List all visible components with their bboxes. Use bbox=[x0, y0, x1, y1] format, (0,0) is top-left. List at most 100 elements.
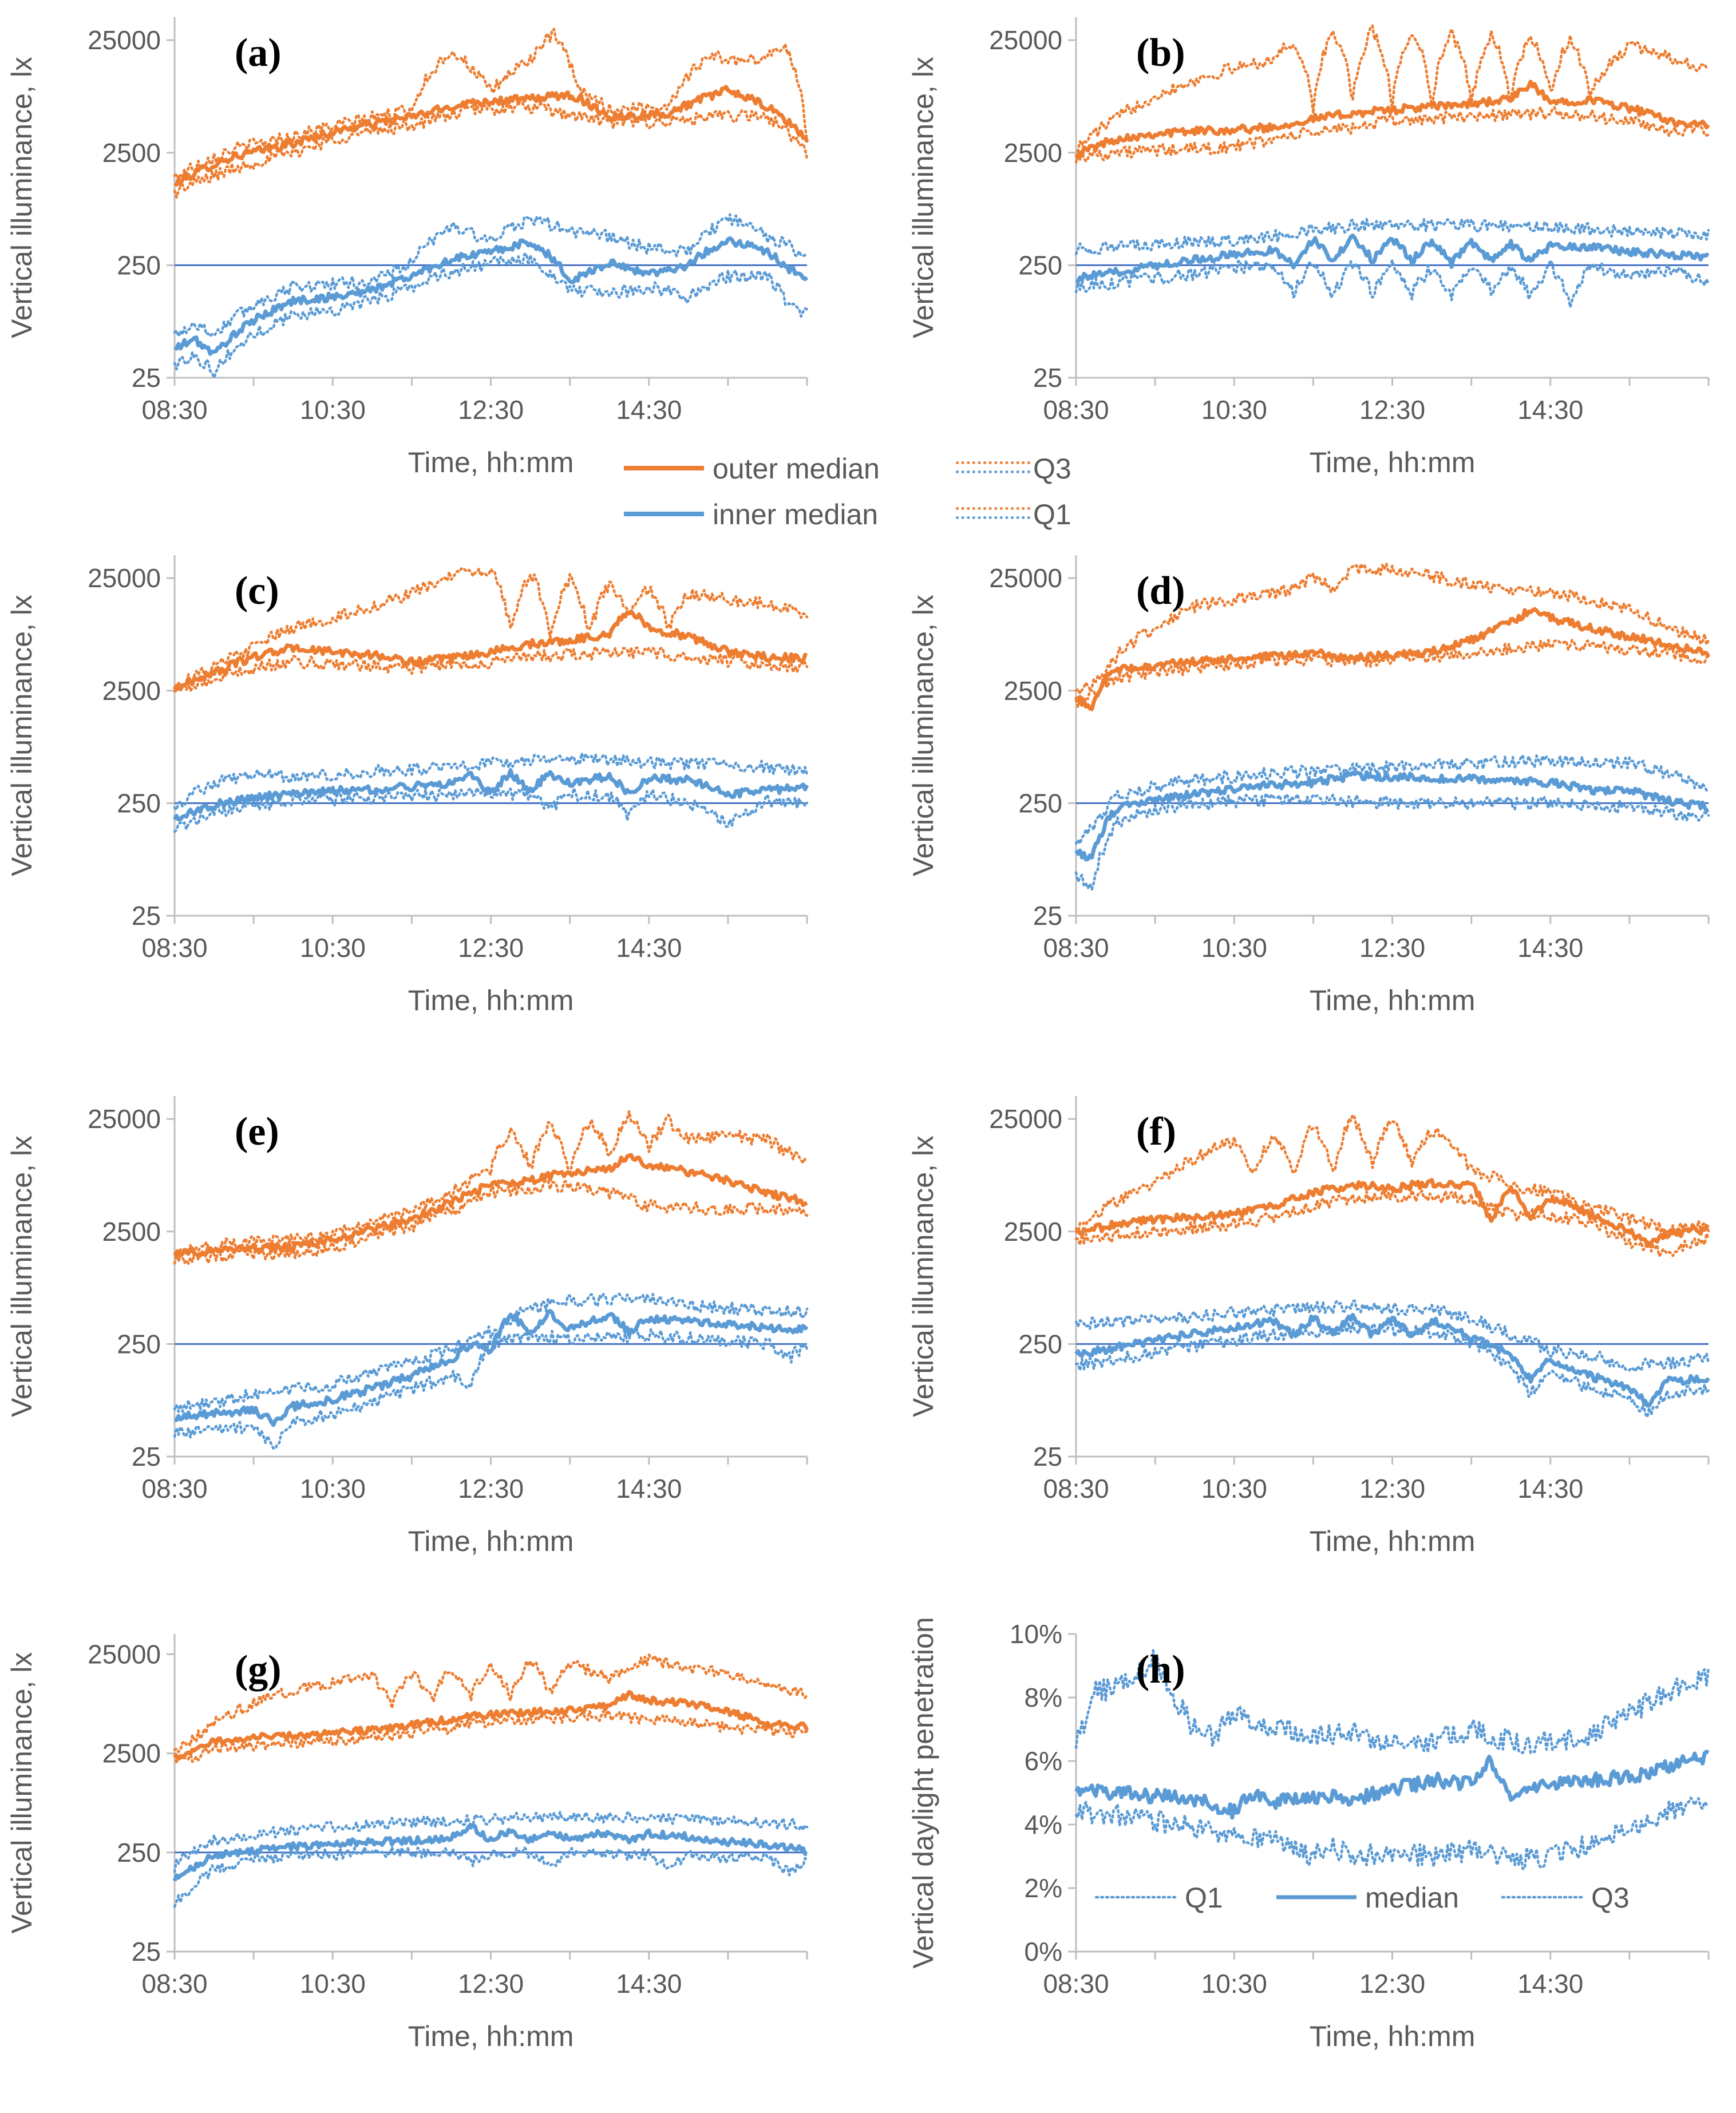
top-legend: outer median inner median Q3 Q1 bbox=[624, 451, 1093, 537]
legend-swatch-q1-inner bbox=[956, 516, 1030, 519]
panel-label: (h) bbox=[1136, 1648, 1185, 1692]
series-outer-q3-line bbox=[173, 1110, 809, 1257]
y-tick-label: 25 bbox=[1033, 363, 1062, 393]
x-axis-title: Time, hh:mm bbox=[408, 984, 574, 1016]
y-tick-label: 250 bbox=[1018, 250, 1062, 280]
y-tick-label: 8% bbox=[1025, 1683, 1062, 1712]
y-tick-label: 25000 bbox=[989, 563, 1062, 593]
y-tick-label: 25 bbox=[1033, 1442, 1062, 1471]
x-tick-label: 14:30 bbox=[616, 1969, 682, 1999]
series-inner-q3-line bbox=[1074, 1299, 1710, 1373]
x-tick-label: 14:30 bbox=[1517, 1969, 1583, 1999]
panel-label: (d) bbox=[1136, 569, 1185, 613]
legend-item-inner-median: inner median bbox=[624, 497, 878, 531]
series-inner-q1-line bbox=[173, 252, 809, 379]
y-tick-label: 250 bbox=[117, 1838, 161, 1867]
panel-c: 25 250 2500 25000 08:30 10:30 12:30 14:30 Time, … bbox=[6, 555, 809, 1016]
series-outer-q1-line bbox=[173, 102, 809, 199]
panel-b: 25 250 2500 25000 08:30 10:30 12:30 14:30 Time, … bbox=[907, 17, 1710, 478]
x-tick-label: 12:30 bbox=[458, 1474, 524, 1503]
x-tick-label: 08:30 bbox=[141, 1969, 207, 1999]
panel-e: 25 250 2500 25000 08:30 10:30 12:30 14:30 Time, … bbox=[6, 1096, 809, 1557]
y-tick-label: 2500 bbox=[102, 1739, 161, 1768]
y-axis-title: Vertical illuminance, lx bbox=[6, 1135, 38, 1417]
x-tick-label: 12:30 bbox=[1359, 933, 1425, 963]
x-tick-label: 14:30 bbox=[616, 395, 682, 425]
x-tick-label: 14:30 bbox=[1517, 933, 1583, 963]
series-inner-q1-line bbox=[173, 1846, 809, 1908]
series-outer-q1-line bbox=[1074, 1189, 1710, 1257]
y-tick-label: 250 bbox=[1018, 788, 1062, 818]
series-inner-median-line bbox=[172, 1823, 808, 1882]
legend-label-q1: Q1 bbox=[1185, 1882, 1223, 1914]
panel-h: 0% 2% 4% 6% 8% 10% 08:30 10:30 12:30 14:30 Time, h… bbox=[907, 1617, 1710, 2052]
x-tick-label: 08:30 bbox=[141, 933, 207, 963]
series-outer-median-line bbox=[174, 1153, 808, 1258]
x-tick-label: 12:30 bbox=[458, 933, 524, 963]
series-inner-median-line bbox=[1074, 770, 1710, 862]
series-outer-median-line bbox=[172, 609, 808, 691]
x-axis-title: Time, hh:mm bbox=[1310, 446, 1476, 478]
y-tick-label: 6% bbox=[1025, 1746, 1062, 1776]
series-inner-q1-line bbox=[173, 786, 809, 833]
series-outer-median-line bbox=[173, 1690, 809, 1761]
x-tick-label: 10:30 bbox=[1201, 1474, 1267, 1503]
x-tick-label: 14:30 bbox=[1517, 395, 1583, 425]
y-tick-label: 2500 bbox=[102, 138, 161, 168]
y-axis-title: Vertical illuminance, lx bbox=[907, 57, 939, 338]
series-inner-q3-line bbox=[1074, 754, 1710, 845]
series-outer-q1-line bbox=[173, 1709, 809, 1764]
x-tick-label: 12:30 bbox=[1359, 395, 1425, 425]
series-inner-q3-line bbox=[173, 213, 809, 338]
series-outer-q3-line bbox=[173, 27, 809, 180]
y-tick-label: 0% bbox=[1025, 1937, 1062, 1966]
panel-a: 25 250 2500 25000 08:30 10:30 12:30 14:30 Time, … bbox=[6, 17, 809, 478]
series-outer-q1-line bbox=[173, 1180, 809, 1265]
panel-g: 25 250 2500 25000 08:30 10:30 12:30 14:30 Time, … bbox=[6, 1634, 809, 2052]
x-tick-label: 14:30 bbox=[1517, 1474, 1583, 1503]
y-tick-label: 25 bbox=[132, 1442, 161, 1471]
y-axis-title: Vertical illuminance, lx bbox=[6, 595, 38, 876]
series-inner-q1-line bbox=[1074, 792, 1710, 891]
series-q3-line bbox=[1074, 1649, 1710, 1755]
series-outer-q3-line bbox=[1074, 24, 1710, 158]
series-outer-q3-line bbox=[1074, 1113, 1710, 1236]
y-tick-label: 2% bbox=[1025, 1873, 1062, 1903]
legend-item-q1: Q1 bbox=[956, 497, 1093, 531]
x-tick-label: 08:30 bbox=[141, 395, 207, 425]
legend-label-q3: Q3 bbox=[1033, 453, 1071, 485]
x-axis-title: Time, hh:mm bbox=[408, 1525, 574, 1557]
legend-label-median: median bbox=[1365, 1882, 1459, 1914]
x-tick-label: 10:30 bbox=[300, 1474, 366, 1503]
x-axis-title: Time, hh:mm bbox=[408, 2020, 574, 2052]
y-tick-label: 250 bbox=[117, 788, 161, 818]
series-q1-line bbox=[1074, 1797, 1710, 1870]
series-outer-q1-line bbox=[1074, 639, 1710, 709]
series-outer-q3-line bbox=[173, 567, 809, 693]
panel-h-legend: Q1 median Q3 bbox=[1094, 1882, 1630, 1914]
legend-label-outer-median: outer median bbox=[713, 453, 880, 485]
y-tick-label: 25 bbox=[132, 363, 161, 393]
x-tick-label: 10:30 bbox=[1201, 933, 1267, 963]
series-inner-q1-line bbox=[173, 1328, 809, 1450]
x-tick-label: 14:30 bbox=[616, 933, 682, 963]
series-inner-median-line bbox=[173, 236, 809, 356]
y-axis-title: Vertical illuminance, lx bbox=[907, 1135, 939, 1417]
series-outer-q1-line bbox=[1074, 106, 1710, 164]
y-tick-label: 2500 bbox=[1004, 1217, 1062, 1247]
x-tick-label: 08:30 bbox=[1043, 1969, 1109, 1999]
x-tick-label: 08:30 bbox=[1043, 1474, 1109, 1503]
y-tick-label: 25 bbox=[1033, 901, 1062, 931]
x-tick-label: 10:30 bbox=[300, 1969, 366, 1999]
series-inner-median-line bbox=[1075, 234, 1710, 284]
series-inner-q1-line bbox=[1074, 1321, 1710, 1419]
y-axis-title: Vertical daylight penetration bbox=[907, 1617, 939, 1968]
legend-swatch-q3-inner bbox=[956, 470, 1030, 473]
x-tick-label: 10:30 bbox=[1201, 1969, 1267, 1999]
panel-d: 25 250 2500 25000 08:30 10:30 12:30 14:30 Time, … bbox=[907, 555, 1711, 1016]
series-inner-q3-line bbox=[1074, 217, 1710, 255]
panel-label: (f) bbox=[1136, 1110, 1176, 1154]
legend-swatch-q3-outer bbox=[956, 461, 1030, 464]
panel-label: (a) bbox=[235, 31, 282, 75]
